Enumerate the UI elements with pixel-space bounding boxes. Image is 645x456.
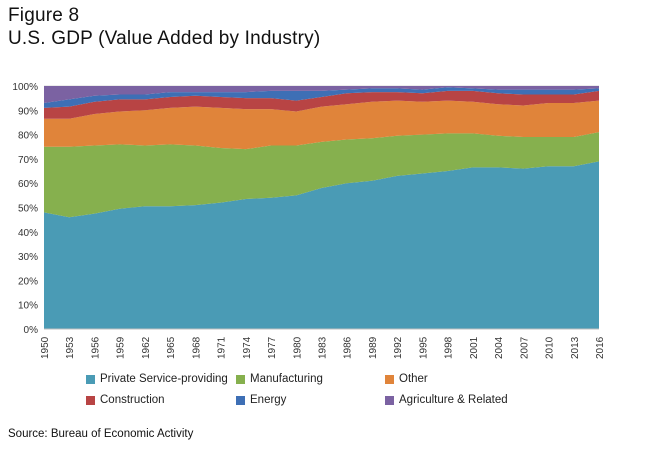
legend-label: Other — [399, 373, 428, 385]
legend-label: Construction — [100, 394, 165, 406]
figure-title-block: Figure 8 U.S. GDP (Value Added by Indust… — [8, 4, 320, 50]
x-tick-label: 1959 — [116, 336, 127, 359]
x-tick-label: 1998 — [444, 336, 455, 359]
x-tick-label: 2016 — [595, 336, 606, 359]
x-tick-label: 1956 — [90, 336, 101, 359]
x-tick-label: 1965 — [166, 336, 177, 359]
legend-label: Private Service-providing — [100, 373, 228, 385]
legend-label: Energy — [250, 394, 287, 406]
legend-label: Agriculture & Related — [399, 394, 508, 406]
legend-swatch — [236, 395, 245, 405]
x-tick-label: 2004 — [494, 336, 505, 359]
legend-item: Other — [385, 372, 428, 386]
area-other — [44, 100, 599, 150]
x-tick-label: 1992 — [393, 336, 404, 359]
y-tick-label: 40% — [18, 228, 38, 239]
y-tick-label: 60% — [18, 179, 38, 190]
legend-item: Construction — [86, 393, 165, 407]
x-tick-label: 1989 — [368, 336, 379, 359]
area-private-service-providing — [44, 161, 599, 329]
x-tick-label: 2001 — [469, 336, 480, 359]
y-tick-label: 10% — [18, 301, 38, 312]
x-tick-label: 1974 — [242, 336, 253, 359]
area-manufacturing — [44, 132, 599, 218]
x-tick-label: 1962 — [141, 336, 152, 359]
y-tick-label: 50% — [18, 204, 38, 215]
legend-item: Energy — [236, 393, 286, 407]
x-tick-label: 2010 — [545, 336, 556, 359]
y-tick-label: 0% — [24, 325, 39, 336]
area-agriculture-related — [44, 86, 599, 104]
legend-item: Agriculture & Related — [385, 393, 508, 407]
legend-label: Manufacturing — [250, 373, 323, 385]
legend-swatch — [385, 374, 394, 384]
y-tick-label: 70% — [18, 155, 38, 166]
y-tick-label: 30% — [18, 252, 38, 263]
x-tick-label: 2007 — [519, 336, 530, 359]
legend-swatch — [86, 374, 95, 384]
area-construction — [44, 90, 599, 119]
x-tick-label: 1971 — [217, 336, 228, 359]
x-tick-label: 1995 — [418, 336, 429, 359]
figure-label: Figure 8 — [8, 5, 80, 26]
x-tick-label: 1968 — [191, 336, 202, 359]
legend-swatch — [86, 395, 95, 405]
y-tick-label: 100% — [12, 82, 38, 93]
legend-item: Private Service-providing — [86, 372, 228, 386]
y-tick-label: 20% — [18, 276, 38, 287]
x-tick-label: 1983 — [318, 336, 329, 359]
x-tick-label: 1977 — [267, 336, 278, 359]
x-tick-label: 1950 — [40, 336, 51, 359]
x-tick-label: 2013 — [570, 336, 581, 359]
source-note: Source: Bureau of Economic Activity — [8, 428, 194, 440]
y-tick-label: 90% — [18, 106, 38, 117]
x-tick-label: 1986 — [343, 336, 354, 359]
legend-swatch — [236, 374, 245, 384]
x-tick-label: 1953 — [65, 336, 76, 359]
x-tick-label: 1980 — [292, 336, 303, 359]
area-energy — [44, 87, 599, 108]
y-tick-label: 80% — [18, 131, 38, 142]
figure-title: U.S. GDP (Value Added by Industry) — [8, 28, 321, 49]
legend-item: Manufacturing — [236, 372, 323, 386]
legend-swatch — [385, 395, 394, 405]
